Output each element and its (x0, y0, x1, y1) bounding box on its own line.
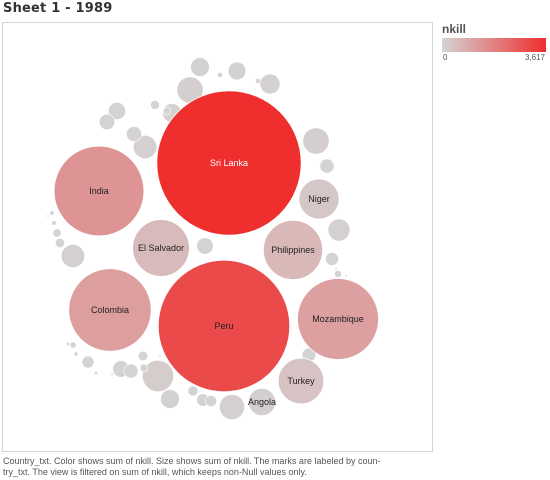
bubble-unlabeled[interactable] (98, 113, 116, 131)
bubble-colombia[interactable] (68, 268, 152, 352)
bubble-label-peru: Peru (214, 321, 233, 331)
bubble-unlabeled[interactable] (217, 72, 223, 78)
bubble-unlabeled[interactable] (142, 360, 174, 392)
bubble-unlabeled[interactable] (81, 355, 95, 369)
bubble-chart: Sri Lanka Peru India Colombia Mozambique Phil… (46, 57, 379, 420)
bubble-unlabeled[interactable] (110, 372, 114, 376)
legend-color-ramp[interactable] (442, 38, 546, 52)
chart-caption: Country_txt. Color shows sum of nkill. S… (3, 456, 423, 478)
bubble-unlabeled[interactable] (126, 126, 142, 142)
bubble-unlabeled[interactable] (219, 394, 245, 420)
bubble-unlabeled[interactable] (162, 106, 172, 116)
bubble-unlabeled[interactable] (123, 363, 139, 379)
bubble-sri-lanka[interactable] (156, 90, 302, 236)
bubble-label-colombia: Colombia (91, 305, 129, 315)
bubble-unlabeled[interactable] (51, 220, 57, 226)
bubble-unlabeled[interactable] (327, 218, 351, 242)
bubble-el-salvador[interactable] (132, 219, 190, 277)
legend-scale: 0 3,617 (442, 52, 546, 64)
bubble-unlabeled[interactable] (325, 252, 339, 266)
bubble-unlabeled[interactable] (46, 214, 50, 218)
bubble-unlabeled[interactable] (259, 73, 281, 95)
bubble-unlabeled[interactable] (334, 267, 338, 271)
bubble-peru[interactable] (157, 259, 291, 393)
bubble-niger[interactable] (298, 178, 340, 220)
bubble-unlabeled[interactable] (302, 127, 330, 155)
bubble-unlabeled[interactable] (73, 351, 79, 357)
bubble-label-el-salvador: El Salvador (138, 243, 184, 253)
bubble-label-philippines: Philippines (271, 245, 315, 255)
bubble-chart-frame: Sri Lanka Peru India Colombia Mozambique Phil… (2, 22, 433, 452)
bubble-unlabeled[interactable] (69, 341, 77, 349)
legend-max-label: 3,617 (524, 53, 545, 62)
bubble-turkey[interactable] (277, 357, 325, 405)
bubble-unlabeled[interactable] (137, 350, 149, 362)
bubble-unlabeled[interactable] (255, 78, 261, 84)
legend-title: nkill (442, 22, 467, 36)
bubble-mozambique[interactable] (297, 278, 379, 360)
sheet-title: Sheet 1 - 1989 (3, 1, 113, 16)
color-legend[interactable]: nkill 0 3,617 (442, 22, 546, 64)
bubble-unlabeled[interactable] (205, 395, 217, 407)
bubble-unlabeled[interactable] (133, 135, 158, 160)
bubble-unlabeled[interactable] (160, 389, 180, 409)
bubble-unlabeled[interactable] (49, 210, 55, 216)
bubble-unlabeled[interactable] (108, 102, 126, 120)
legend-min-label: 0 (443, 53, 448, 62)
bubble-label-turkey: Turkey (287, 376, 315, 386)
bubble-unlabeled[interactable] (65, 341, 70, 346)
caption-line-1: Country_txt. Color shows sum of nkill. S… (3, 456, 381, 466)
bubble-unlabeled[interactable] (60, 244, 85, 269)
bubble-unlabeled[interactable] (344, 274, 348, 278)
bubble-unlabeled[interactable] (334, 270, 342, 278)
bubble-unlabeled[interactable] (319, 158, 335, 174)
bubble-label-sri-lanka: Sri Lanka (210, 158, 248, 168)
bubble-unlabeled[interactable] (55, 238, 65, 248)
bubble-unlabeled[interactable] (94, 370, 99, 375)
bubble-unlabeled[interactable] (52, 228, 62, 238)
bubble-india[interactable] (53, 145, 145, 237)
bubble-philippines[interactable] (262, 219, 324, 281)
bubble-label-angola: Angola (248, 397, 276, 407)
bubble-unlabeled[interactable] (187, 385, 199, 397)
bubble-unlabeled[interactable] (139, 363, 149, 373)
bubble-angola[interactable] (247, 387, 277, 417)
bubble-unlabeled[interactable] (158, 354, 162, 358)
bubble-label-mozambique: Mozambique (312, 314, 364, 324)
bubble-label-niger: Niger (308, 194, 330, 204)
caption-line-2: try_txt. The view is filtered on sum of … (3, 467, 307, 477)
bubble-label-india: India (89, 186, 109, 196)
bubble-unlabeled[interactable] (190, 57, 210, 77)
bubble-unlabeled[interactable] (150, 100, 160, 110)
bubble-unlabeled[interactable] (227, 61, 247, 81)
bubble-unlabeled[interactable] (196, 237, 214, 255)
